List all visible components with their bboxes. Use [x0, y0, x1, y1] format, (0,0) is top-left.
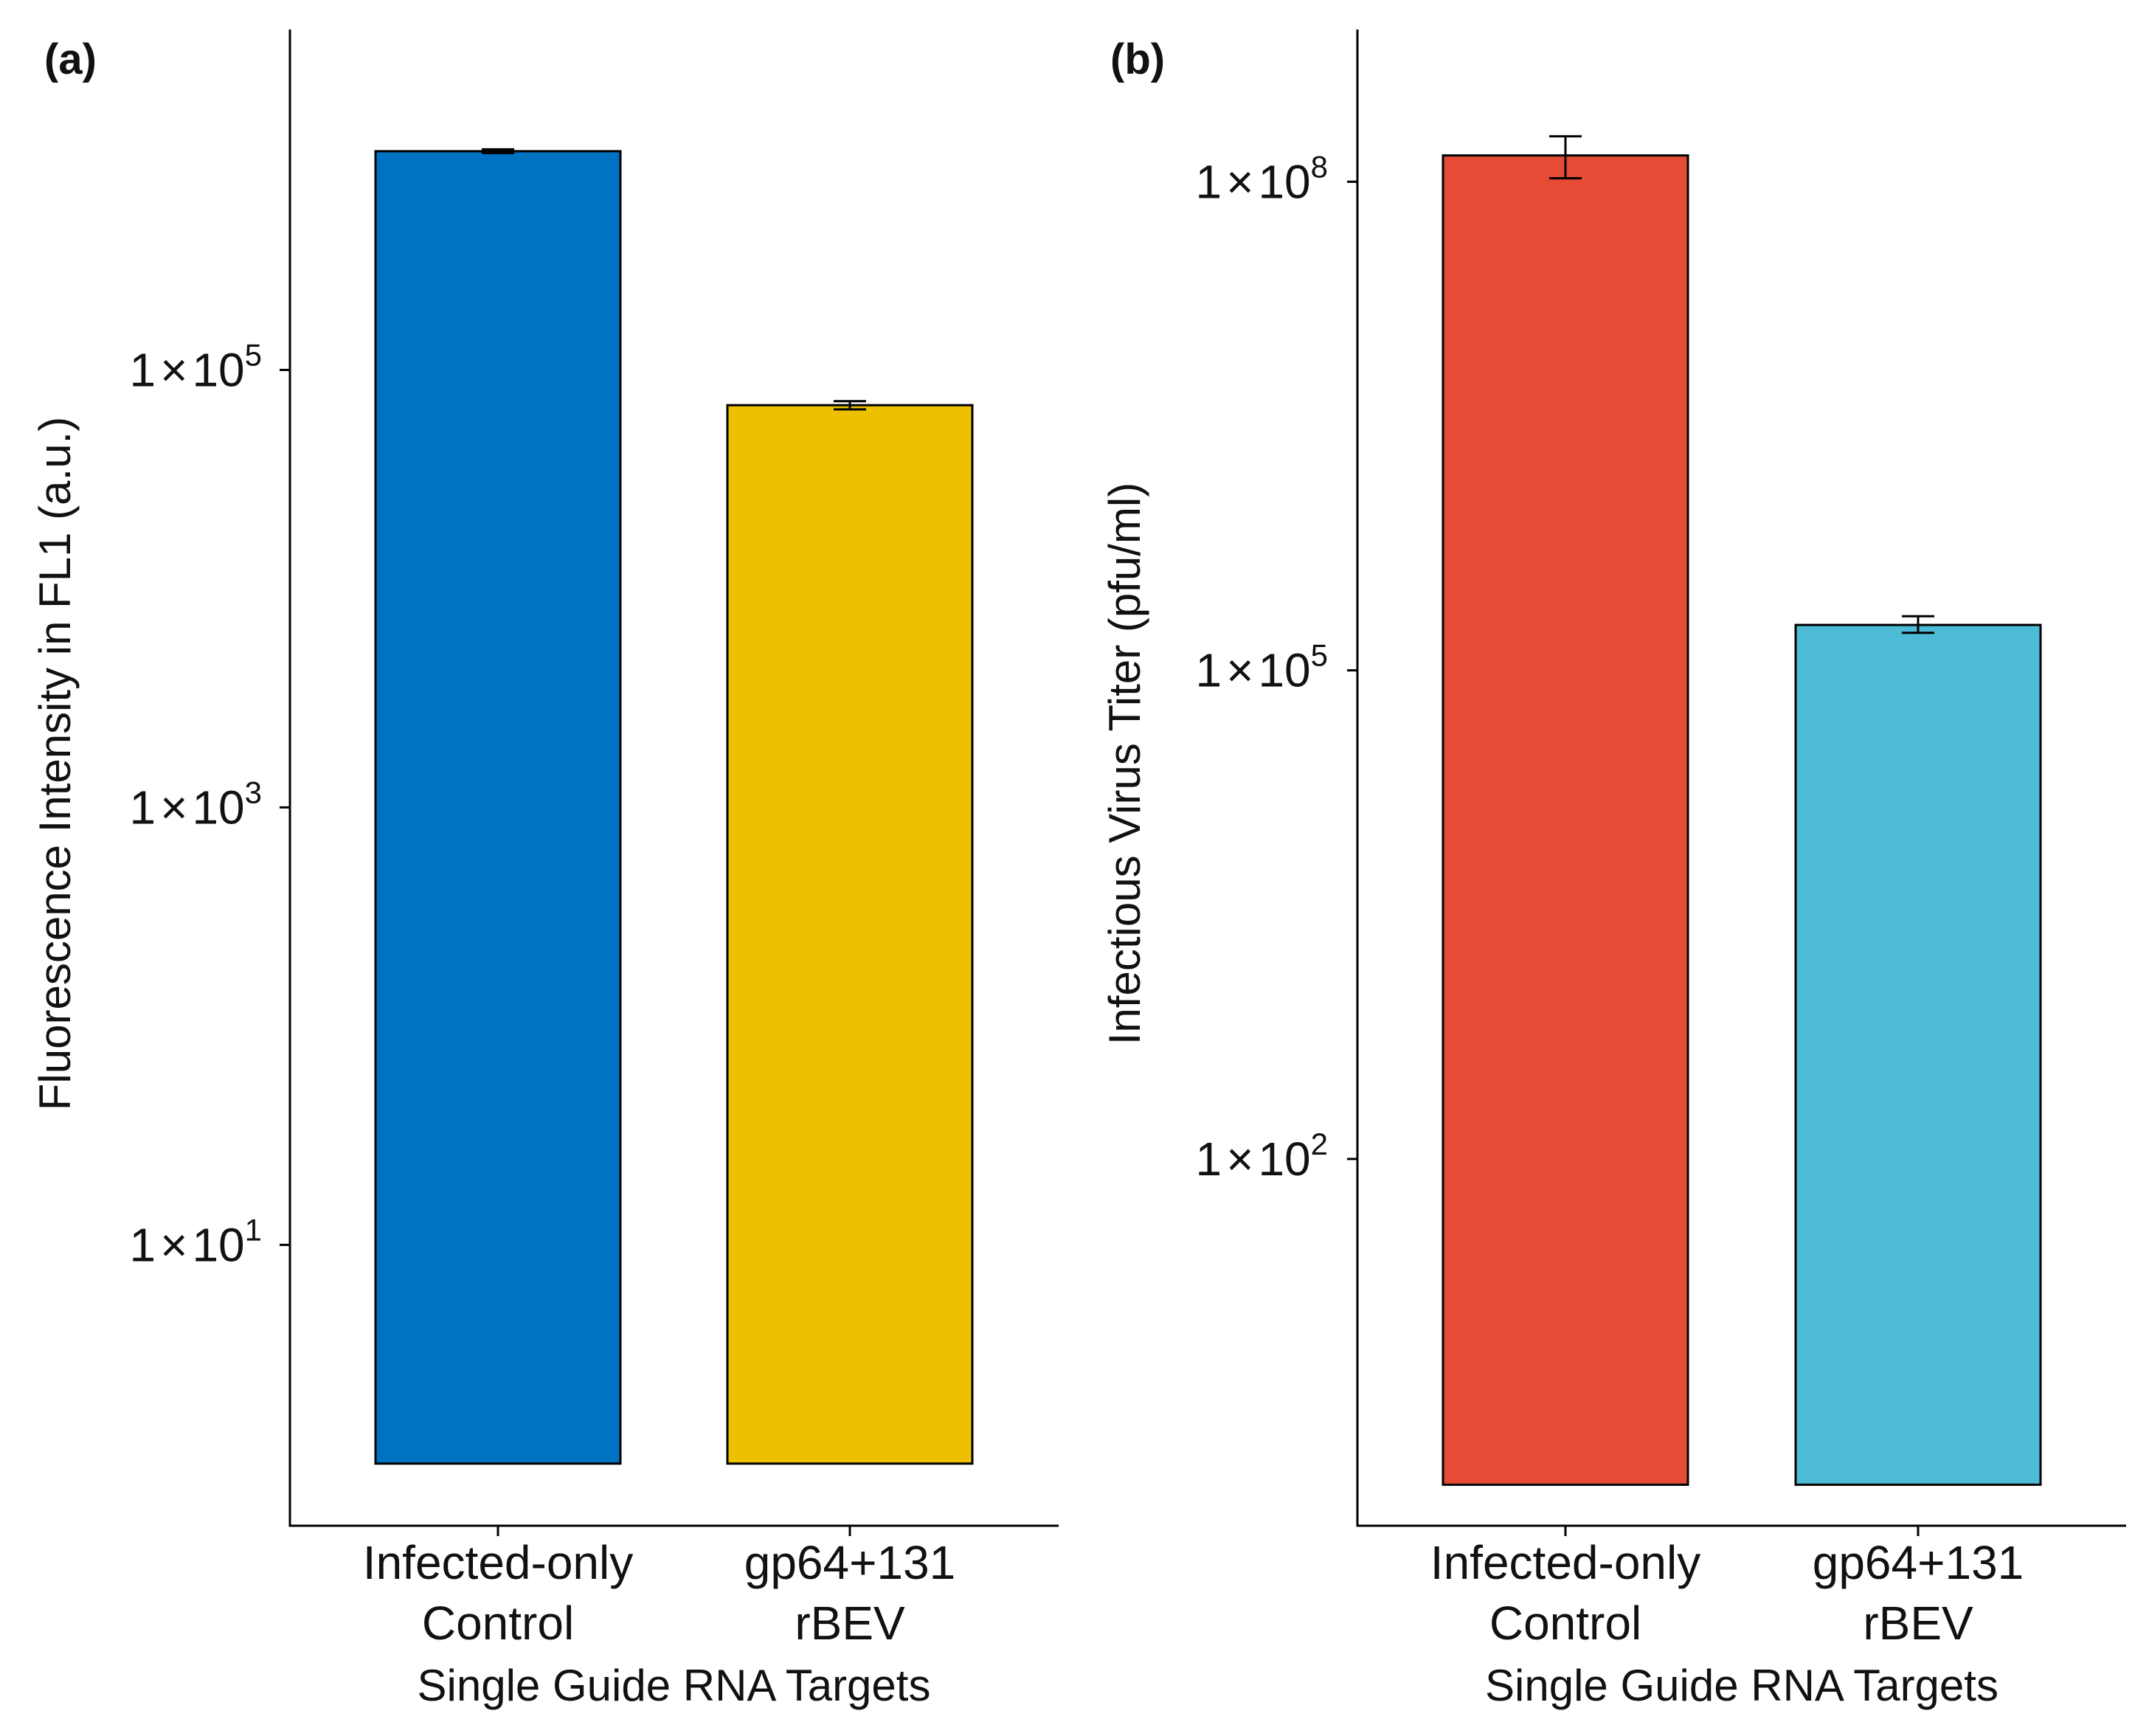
y-tick-exponent: 8 [1311, 149, 1328, 184]
y-tick-mantissa: 1 [129, 343, 156, 396]
y-tick-times: × [160, 343, 187, 396]
y-tick-base: 10 [1258, 1132, 1310, 1186]
panel-label-a: (a) [44, 35, 97, 83]
y-tick-exponent: 2 [1311, 1127, 1328, 1161]
bar [726, 404, 974, 1465]
y-axis-title: Infectious Virus Titer (pfu/ml) [1100, 483, 1149, 1045]
x-category-label: rBEV [1863, 1597, 1973, 1650]
y-tick-exponent: 3 [245, 775, 262, 809]
x-category-label: gp64+131 [1813, 1536, 2024, 1589]
y-tick-base: 10 [192, 781, 244, 834]
y-tick-mantissa: 1 [1195, 644, 1222, 697]
x-category-label: Infected-only [1430, 1536, 1700, 1589]
y-tick-mantissa: 1 [1195, 1132, 1222, 1186]
x-category-label: gp64+131 [744, 1536, 956, 1589]
chart-panel-b: 1×1021×1051×108Infected-onlyControlgp64+… [1100, 30, 2126, 1710]
bar [1442, 154, 1689, 1486]
y-tick-exponent: 5 [245, 337, 262, 372]
y-tick-label: 1×105 [129, 337, 262, 396]
chart-panel-a: 1×1011×1031×105Infected-onlyControlgp64+… [30, 30, 1059, 1710]
y-tick-mantissa: 1 [129, 1218, 156, 1271]
y-tick-mantissa: 1 [1195, 155, 1222, 208]
y-tick-label: 1×105 [1195, 638, 1328, 697]
y-tick-base: 10 [192, 343, 244, 396]
y-tick-base: 10 [1258, 644, 1310, 697]
bar [374, 150, 622, 1465]
y-tick-label: 1×103 [129, 775, 262, 834]
x-category-label: Control [422, 1597, 574, 1650]
x-category-label: Infected-only [363, 1536, 633, 1589]
y-tick-times: × [1226, 644, 1253, 697]
y-tick-exponent: 1 [245, 1212, 262, 1247]
y-tick-times: × [160, 1218, 187, 1271]
y-tick-label: 1×101 [129, 1212, 262, 1271]
y-tick-times: × [1226, 155, 1253, 208]
x-axis-title: Single Guide RNA Targets [1485, 1661, 1999, 1710]
x-category-label: rBEV [795, 1597, 905, 1650]
x-axis-title: Single Guide RNA Targets [418, 1661, 931, 1710]
panel-label-b: (b) [1110, 35, 1165, 83]
y-tick-mantissa: 1 [129, 781, 156, 834]
y-tick-base: 10 [192, 1218, 244, 1271]
y-tick-label: 1×108 [1195, 149, 1328, 208]
y-axis-title: Fluorescence Intensity in FL1 (a.u.) [30, 417, 80, 1110]
bar [1794, 623, 2042, 1486]
y-tick-exponent: 5 [1311, 638, 1328, 673]
y-tick-times: × [1226, 1132, 1253, 1186]
y-tick-base: 10 [1258, 155, 1310, 208]
x-category-label: Control [1489, 1597, 1641, 1650]
y-tick-times: × [160, 781, 187, 834]
y-tick-label: 1×102 [1195, 1127, 1328, 1186]
